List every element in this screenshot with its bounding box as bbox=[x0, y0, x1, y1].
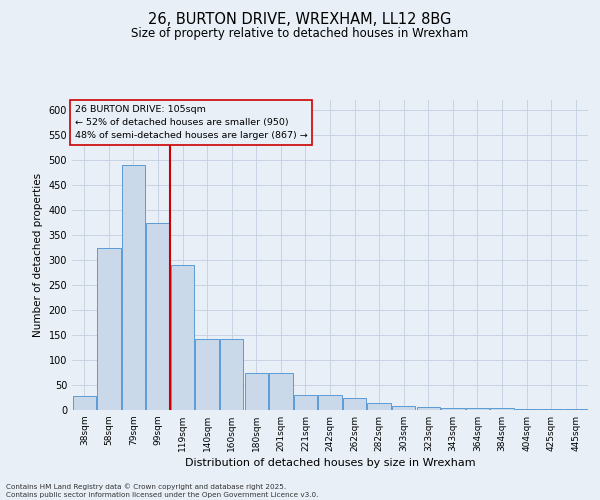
Bar bbox=[245, 372, 268, 410]
Bar bbox=[220, 339, 244, 410]
Bar bbox=[294, 395, 317, 410]
Text: Size of property relative to detached houses in Wrexham: Size of property relative to detached ho… bbox=[131, 28, 469, 40]
Bar bbox=[441, 408, 464, 410]
Bar bbox=[515, 408, 538, 410]
X-axis label: Distribution of detached houses by size in Wrexham: Distribution of detached houses by size … bbox=[185, 458, 475, 468]
Y-axis label: Number of detached properties: Number of detached properties bbox=[33, 173, 43, 337]
Bar bbox=[564, 408, 587, 410]
Bar bbox=[343, 398, 366, 410]
Bar bbox=[196, 339, 219, 410]
Bar bbox=[97, 248, 121, 410]
Bar bbox=[171, 265, 194, 410]
Bar bbox=[269, 372, 293, 410]
Bar bbox=[392, 406, 415, 410]
Bar bbox=[73, 396, 96, 410]
Bar bbox=[367, 403, 391, 410]
Text: Contains HM Land Registry data © Crown copyright and database right 2025.
Contai: Contains HM Land Registry data © Crown c… bbox=[6, 484, 319, 498]
Text: 26, BURTON DRIVE, WREXHAM, LL12 8BG: 26, BURTON DRIVE, WREXHAM, LL12 8BG bbox=[148, 12, 452, 28]
Text: 26 BURTON DRIVE: 105sqm
← 52% of detached houses are smaller (950)
48% of semi-d: 26 BURTON DRIVE: 105sqm ← 52% of detache… bbox=[74, 104, 307, 140]
Bar bbox=[466, 408, 489, 410]
Bar bbox=[539, 408, 563, 410]
Bar bbox=[146, 222, 170, 410]
Bar bbox=[490, 408, 514, 410]
Bar bbox=[122, 165, 145, 410]
Bar bbox=[319, 395, 341, 410]
Bar bbox=[416, 407, 440, 410]
